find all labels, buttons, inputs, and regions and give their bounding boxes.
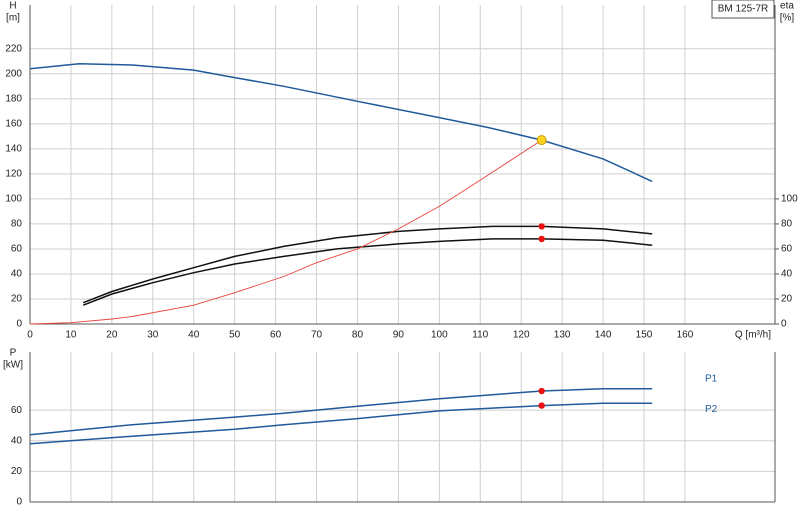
y-axis-label: [m]: [6, 13, 20, 24]
y-tick-label: 0: [16, 497, 22, 508]
legend-label: P1: [705, 373, 718, 384]
curve: [82, 225, 653, 304]
operating-point: [538, 223, 545, 230]
y-tick-label: 220: [5, 43, 22, 54]
chart-title: BM 125-7R: [718, 4, 769, 15]
x-tick-label: 10: [65, 330, 77, 341]
x-tick-label: 0: [27, 330, 33, 341]
y-tick-label: 60: [11, 244, 23, 255]
y-tick-label: 20: [11, 466, 23, 477]
legend-label: P2: [705, 404, 718, 415]
y-tick-label: 120: [5, 169, 22, 180]
y-tick-label: 0: [16, 319, 22, 330]
y2-tick-label: 20: [781, 294, 793, 305]
operating-point: [538, 387, 545, 395]
x-tick-label: 110: [472, 330, 488, 341]
curve: [29, 63, 653, 183]
x-tick-label: 20: [106, 330, 118, 341]
y2-tick-label: 40: [781, 269, 793, 280]
y2-axis-label: [%]: [780, 13, 795, 24]
y2-tick-label: 80: [781, 219, 793, 230]
y2-tick-label: 60: [781, 244, 793, 255]
x-tick-label: 30: [147, 330, 159, 341]
x-tick-label: 130: [554, 330, 571, 341]
y-tick-label: 20: [11, 294, 23, 305]
y-tick-label: 40: [11, 435, 23, 446]
x-tick-label: 150: [636, 330, 653, 341]
model-box: [711, 0, 775, 19]
x-tick-label: 60: [270, 330, 282, 341]
curve: [29, 402, 653, 445]
x-tick-label: 90: [393, 330, 405, 341]
x-tick-label: 160: [677, 330, 694, 341]
operating-point: [536, 135, 547, 146]
x-tick-label: 100: [431, 330, 448, 341]
y2-tick-label: 0: [781, 319, 787, 330]
x-axis-label: Q [m³/h]: [735, 330, 771, 341]
x-tick-label: 80: [352, 330, 364, 341]
y-tick-label: 60: [11, 405, 23, 416]
y-tick-label: 180: [5, 93, 22, 104]
operating-point: [538, 235, 545, 243]
x-tick-label: 50: [229, 330, 241, 341]
y-tick-label: 200: [5, 68, 22, 79]
y-tick-label: 100: [5, 194, 22, 205]
x-tick-label: 40: [188, 330, 200, 341]
y-axis-label: P: [10, 348, 17, 359]
y-tick-label: 160: [5, 118, 22, 129]
y2-tick-label: 100: [781, 194, 798, 205]
y-tick-label: 80: [11, 219, 23, 230]
x-tick-label: 120: [513, 330, 530, 341]
x-tick-label: 140: [595, 330, 612, 341]
y-axis-label: [kW]: [3, 360, 23, 371]
curve: [29, 139, 542, 325]
y-tick-label: 40: [11, 269, 23, 280]
x-tick-label: 70: [311, 330, 323, 341]
y-tick-label: 140: [5, 144, 22, 155]
y-axis-label: H: [9, 1, 16, 12]
curve: [29, 387, 653, 436]
y2-axis-label: eta: [780, 1, 794, 12]
operating-point: [538, 402, 545, 409]
